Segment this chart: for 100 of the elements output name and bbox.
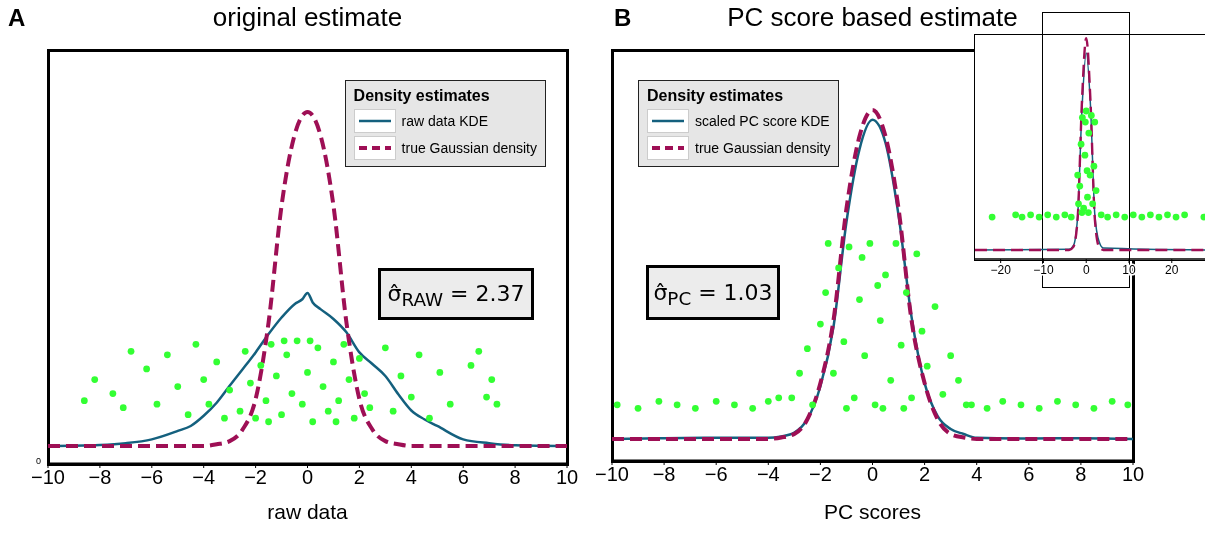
point bbox=[1181, 211, 1188, 219]
x-tick-label: 10 bbox=[555, 466, 579, 489]
legend-label: true Gaussian density bbox=[695, 140, 831, 156]
point bbox=[153, 400, 161, 408]
point bbox=[361, 390, 368, 397]
point bbox=[613, 401, 621, 409]
x-tick-label: −6 bbox=[140, 466, 164, 489]
x-tick-label: −2 bbox=[244, 466, 268, 489]
point bbox=[897, 341, 905, 349]
point bbox=[1052, 213, 1060, 221]
point bbox=[1074, 171, 1082, 179]
point bbox=[850, 394, 858, 402]
point bbox=[900, 404, 908, 412]
point bbox=[1138, 213, 1146, 221]
point bbox=[809, 401, 816, 409]
point bbox=[436, 369, 444, 376]
point bbox=[184, 411, 192, 419]
point bbox=[309, 418, 317, 426]
point bbox=[882, 271, 889, 279]
point bbox=[174, 383, 182, 390]
point bbox=[983, 404, 991, 412]
point bbox=[835, 264, 843, 272]
point bbox=[939, 390, 947, 398]
point bbox=[1027, 211, 1034, 219]
point bbox=[731, 401, 738, 409]
point bbox=[1164, 211, 1171, 219]
x-tick-label: 4 bbox=[971, 463, 983, 486]
point bbox=[861, 352, 869, 360]
x-tick-label: 2 bbox=[353, 466, 365, 489]
point bbox=[796, 369, 803, 377]
point bbox=[1112, 211, 1120, 219]
point bbox=[293, 337, 301, 345]
point bbox=[1072, 401, 1080, 409]
point bbox=[788, 394, 796, 402]
chart-title: original estimate bbox=[211, 2, 404, 33]
point bbox=[397, 372, 405, 380]
point bbox=[931, 303, 939, 310]
point bbox=[205, 400, 213, 408]
point bbox=[1081, 151, 1089, 159]
point bbox=[712, 397, 720, 405]
point bbox=[918, 327, 926, 335]
point bbox=[1147, 211, 1154, 219]
point bbox=[493, 400, 501, 408]
annotation: σ̂$_{PC}$ = 1.03 bbox=[653, 280, 773, 310]
point bbox=[467, 362, 475, 369]
point bbox=[1035, 404, 1043, 412]
point bbox=[1082, 107, 1090, 115]
point bbox=[822, 289, 829, 296]
point bbox=[866, 240, 874, 247]
point bbox=[345, 376, 353, 383]
point bbox=[314, 344, 322, 352]
point bbox=[856, 296, 863, 303]
point bbox=[876, 317, 884, 324]
point bbox=[764, 397, 772, 405]
point bbox=[267, 340, 275, 348]
point bbox=[947, 352, 955, 360]
point bbox=[265, 418, 272, 426]
point bbox=[1087, 112, 1095, 119]
point bbox=[830, 369, 837, 377]
point bbox=[143, 365, 150, 373]
legend-label: raw data KDE bbox=[401, 113, 488, 129]
point bbox=[1090, 404, 1098, 412]
x-tick-label: 10 bbox=[1121, 463, 1145, 486]
point bbox=[247, 379, 254, 387]
point bbox=[213, 358, 221, 366]
point bbox=[871, 401, 879, 409]
x-tick-label: −6 bbox=[704, 463, 728, 486]
point bbox=[80, 397, 88, 405]
x-tick-label: 0 bbox=[866, 463, 879, 486]
x-tick-label: 8 bbox=[1075, 463, 1087, 486]
point bbox=[415, 351, 423, 359]
point bbox=[902, 289, 910, 296]
x-tick-label: −10 bbox=[595, 463, 629, 486]
point bbox=[389, 407, 397, 415]
point bbox=[879, 404, 887, 412]
point bbox=[634, 404, 642, 412]
point bbox=[1044, 211, 1052, 219]
point bbox=[1092, 187, 1100, 194]
point bbox=[306, 337, 314, 345]
point bbox=[381, 344, 389, 352]
point bbox=[803, 345, 811, 353]
point bbox=[775, 394, 783, 402]
point bbox=[892, 240, 900, 247]
point bbox=[330, 358, 337, 366]
point bbox=[1075, 200, 1082, 208]
point bbox=[1084, 209, 1092, 216]
point bbox=[226, 386, 234, 394]
point bbox=[843, 404, 850, 412]
point bbox=[407, 393, 415, 401]
point bbox=[298, 400, 306, 408]
x-axis-title: PC scores bbox=[823, 500, 922, 524]
point bbox=[335, 397, 343, 405]
x-tick-label: 6 bbox=[1023, 463, 1035, 486]
point bbox=[1129, 211, 1137, 219]
point bbox=[913, 250, 921, 258]
point bbox=[1172, 213, 1180, 221]
point bbox=[488, 376, 496, 383]
text: 0 bbox=[36, 456, 42, 466]
x-tick-label: 6 bbox=[457, 466, 469, 489]
point bbox=[278, 411, 285, 419]
